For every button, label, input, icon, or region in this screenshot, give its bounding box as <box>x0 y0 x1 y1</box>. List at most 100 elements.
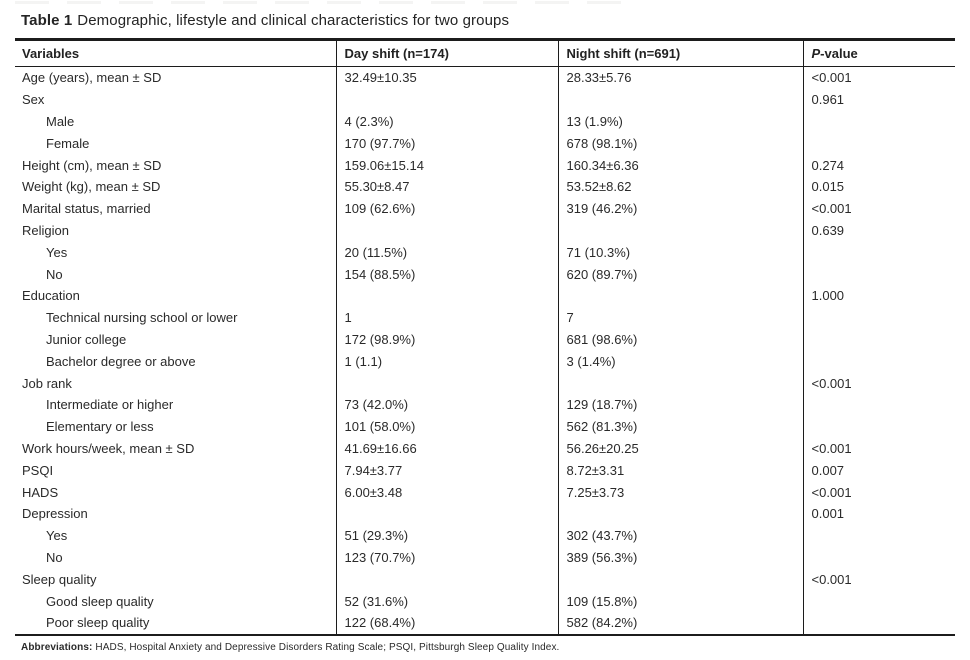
variable-cell: Work hours/week, mean ± SD <box>22 440 195 456</box>
day-shift-cell: 55.30±8.47 <box>335 175 558 198</box>
variable-cell: Bachelor degree or above <box>46 353 196 369</box>
night-shift-cell: 389 (56.3%) <box>557 546 803 569</box>
day-shift-cell <box>335 88 558 111</box>
p-value-cell <box>802 350 955 373</box>
day-shift-cell: 154 (88.5%) <box>335 263 558 285</box>
p-value-cell: <0.001 <box>802 372 955 394</box>
table-row: Good sleep quality 52 (31.6%) 109 (15.8%) <box>15 590 955 612</box>
variable-cell: Education <box>22 288 80 304</box>
p-value-cell <box>802 393 955 416</box>
night-shift-cell <box>557 502 803 525</box>
night-shift-cell: 56.26±20.25 <box>557 437 803 460</box>
table-row: Yes 20 (11.5%) 71 (10.3%) <box>15 241 955 264</box>
p-value-cell: <0.001 <box>802 437 955 460</box>
variable-cell: Female <box>46 135 90 151</box>
table-row: HADS 6.00±3.48 7.25±3.73 <0.001 <box>15 481 955 503</box>
night-shift-cell: 678 (98.1%) <box>557 132 803 155</box>
night-shift-cell: 8.72±3.31 <box>557 459 803 482</box>
p-value-cell: 0.007 <box>802 459 955 482</box>
variable-cell: Weight (kg), mean ± SD <box>22 179 161 195</box>
night-shift-cell: 681 (98.6%) <box>557 328 803 351</box>
table-row: Age (years), mean ± SD 32.49±10.35 28.33±5… <box>15 66 955 89</box>
table-row: Bachelor degree or above 1 (1.1) 3 (1.4%) <box>15 350 955 373</box>
p-value-cell: <0.001 <box>802 66 955 89</box>
p-value-cell <box>802 611 955 635</box>
variable-cell: Junior college <box>46 331 127 347</box>
table-row: Technical nursing school or lower 1 7 <box>15 306 955 329</box>
p-value-cell: 1.000 <box>802 284 955 307</box>
variable-cell: Depression <box>22 506 88 522</box>
table-row: No 154 (88.5%) 620 (89.7%) <box>15 263 955 285</box>
variable-cell: No <box>46 549 63 565</box>
day-shift-cell: 172 (98.9%) <box>335 328 558 351</box>
night-shift-cell: 13 (1.9%) <box>557 110 803 133</box>
night-shift-cell <box>557 88 803 111</box>
variable-cell: HADS <box>22 484 59 500</box>
variable-cell: Sex <box>22 92 45 108</box>
day-shift-cell <box>335 284 558 307</box>
p-value-cell <box>802 524 955 547</box>
day-shift-cell: 7.94±3.77 <box>335 459 558 482</box>
table-row: Marital status, married 109 (62.6%) 319 (4… <box>15 197 955 220</box>
day-shift-cell <box>335 502 558 525</box>
p-value-cell <box>802 110 955 133</box>
day-shift-cell: 109 (62.6%) <box>335 197 558 220</box>
night-shift-cell: 7.25±3.73 <box>557 481 803 503</box>
variable-cell: Intermediate or higher <box>46 397 174 413</box>
p-value-cell <box>802 306 955 329</box>
p-value-cell: <0.001 <box>802 197 955 220</box>
day-shift-cell: 122 (68.4%) <box>335 611 558 635</box>
day-shift-cell: 41.69±16.66 <box>335 437 558 460</box>
table-row: Height (cm), mean ± SD 159.06±15.14 160.34… <box>15 154 955 176</box>
variable-cell: Poor sleep quality <box>46 615 150 631</box>
day-shift-cell: 123 (70.7%) <box>335 546 558 569</box>
night-shift-cell <box>557 568 803 591</box>
p-value-cell: <0.001 <box>802 481 955 503</box>
p-value-cell <box>802 132 955 155</box>
night-shift-cell: 582 (84.2%) <box>557 611 803 635</box>
p-value-cell <box>802 328 955 351</box>
night-shift-cell: 160.34±6.36 <box>557 154 803 176</box>
day-shift-cell <box>335 372 558 394</box>
header-row: Variables Day shift (n=174) Night shift … <box>15 39 955 67</box>
table-row: Depression 0.001 <box>15 502 955 525</box>
footnote-text: HADS, Hospital Anxiety and Depressive Di… <box>95 641 560 653</box>
table-row: Female 170 (97.7%) 678 (98.1%) <box>15 132 955 155</box>
table-row: Weight (kg), mean ± SD 55.30±8.47 53.52±8.… <box>15 175 955 198</box>
night-shift-cell <box>557 219 803 242</box>
p-value-cell: 0.015 <box>802 175 955 198</box>
p-value-italic-part: P <box>811 46 821 61</box>
variable-cell: Job rank <box>22 375 72 391</box>
day-shift-cell: 32.49±10.35 <box>335 66 558 89</box>
night-shift-cell <box>557 372 803 394</box>
table-row: Junior college 172 (98.9%) 681 (98.6%) <box>15 328 955 351</box>
night-shift-cell: 562 (81.3%) <box>557 415 803 438</box>
variable-cell: Religion <box>22 222 69 238</box>
variable-cell: Height (cm), mean ± SD <box>22 157 162 173</box>
p-value-cell: 0.961 <box>802 88 955 111</box>
variable-cell: Elementary or less <box>46 419 154 435</box>
variable-cell: No <box>46 266 63 282</box>
table-title-text: Demographic, lifestyle and clinical char… <box>77 12 510 29</box>
day-shift-cell: 1 (1.1) <box>335 350 558 373</box>
day-shift-cell: 20 (11.5%) <box>335 241 558 264</box>
variable-cell: Sleep quality <box>22 571 97 587</box>
footnote: Abbreviations: HADS, Hospital Anxiety and… <box>21 642 955 653</box>
table-row: Yes 51 (29.3%) 302 (43.7%) <box>15 524 955 547</box>
table-title-label: Table 1 <box>21 12 73 29</box>
day-shift-cell: 4 (2.3%) <box>335 110 558 133</box>
variable-cell: Age (years), mean ± SD <box>22 70 162 86</box>
column-header-p-value: P-value <box>802 39 955 67</box>
p-value-cell: 0.001 <box>802 502 955 525</box>
p-value-cell <box>802 241 955 264</box>
variable-cell: Yes <box>46 528 68 544</box>
night-shift-cell: 28.33±5.76 <box>557 66 803 89</box>
table-row: Male 4 (2.3%) 13 (1.9%) <box>15 110 955 133</box>
footnote-label: Abbreviations: <box>21 641 93 653</box>
column-header-day-shift: Day shift (n=174) <box>335 39 558 67</box>
variable-cell: Technical nursing school or lower <box>46 310 238 326</box>
p-value-cell: 0.274 <box>802 154 955 176</box>
table-row: Elementary or less 101 (58.0%) 562 (81.3%) <box>15 415 955 438</box>
table-body: Age (years), mean ± SD 32.49±10.35 28.33±5… <box>15 66 955 635</box>
